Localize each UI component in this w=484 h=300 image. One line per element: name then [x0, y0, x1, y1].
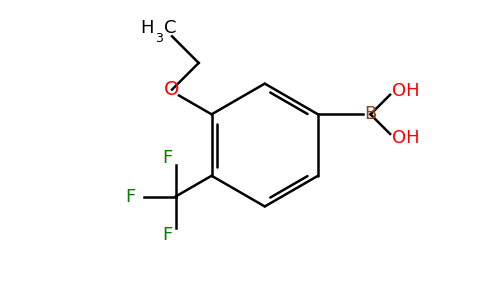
Text: B: B [364, 105, 377, 123]
Text: F: F [163, 149, 173, 167]
Text: OH: OH [392, 129, 420, 147]
Text: H: H [141, 20, 154, 38]
Text: OH: OH [392, 82, 420, 100]
Text: F: F [125, 188, 135, 206]
Text: C: C [164, 20, 177, 38]
Text: 3: 3 [155, 32, 163, 45]
Text: F: F [163, 226, 173, 244]
Text: O: O [165, 80, 180, 99]
